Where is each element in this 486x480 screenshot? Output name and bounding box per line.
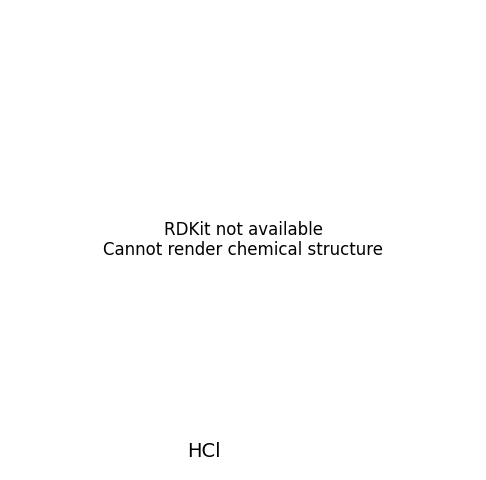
Text: HCl: HCl (187, 442, 221, 461)
Text: RDKit not available
Cannot render chemical structure: RDKit not available Cannot render chemic… (103, 221, 383, 259)
